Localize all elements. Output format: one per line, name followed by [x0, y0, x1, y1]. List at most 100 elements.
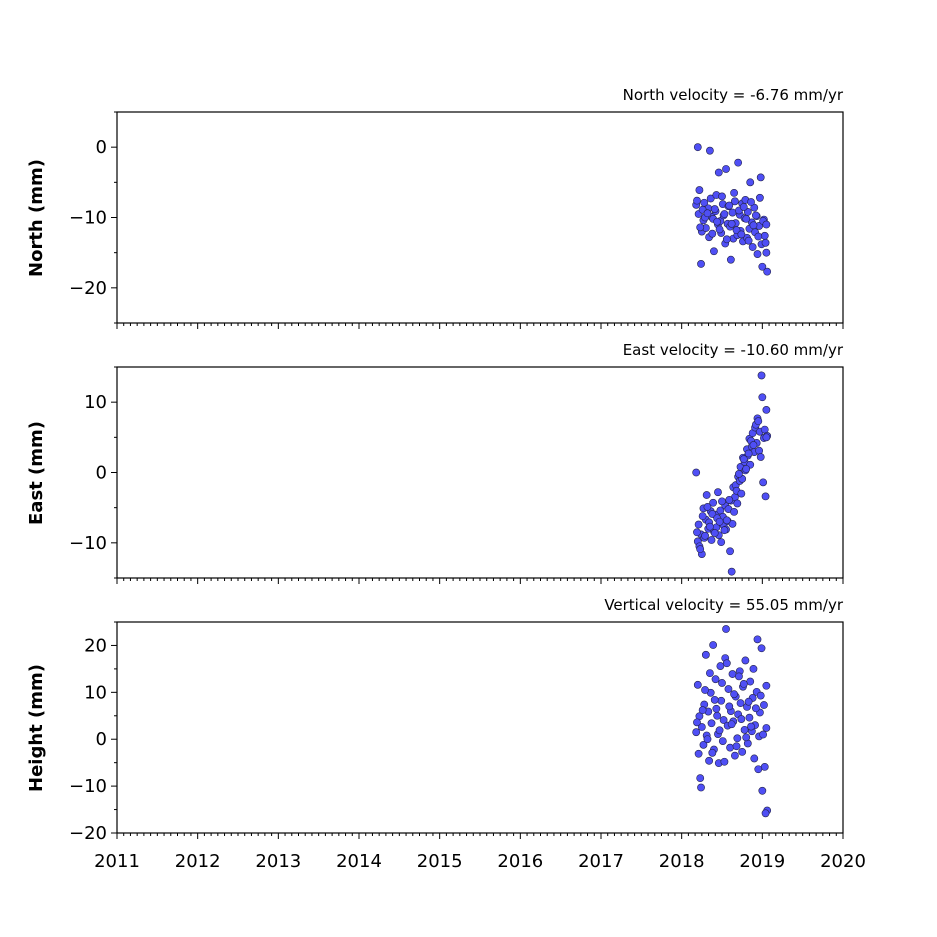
up-data-point: [736, 699, 745, 708]
up-data-point: [730, 690, 738, 699]
up-data-point: [706, 669, 714, 678]
north-data-point: [696, 223, 705, 232]
east-data-point: [722, 516, 731, 525]
x-tick-label: 2019: [739, 851, 785, 872]
east-data-point: [718, 497, 726, 506]
y-tick-label: 10: [84, 392, 107, 413]
up-data-point: [732, 742, 741, 751]
north-data-point: [695, 186, 704, 194]
north-data-point: [754, 232, 763, 241]
north-data-point: [760, 231, 769, 240]
y-tick-label: 20: [84, 635, 107, 656]
up-data-point: [738, 747, 747, 756]
up-data-point: [699, 740, 708, 749]
y-tick-label: 0: [96, 137, 107, 158]
up-data-point: [733, 734, 742, 743]
north-data-point: [761, 238, 770, 247]
east-data-point: [733, 499, 742, 508]
up-data-point: [735, 672, 743, 681]
height-x-ticks: [116, 833, 844, 839]
up-data-point: [731, 751, 739, 760]
east-data-point: [730, 507, 738, 516]
north-series: [692, 143, 772, 276]
north-data-point: [748, 243, 757, 251]
north-data-point: [710, 205, 719, 213]
north-data-point: [726, 255, 735, 264]
up-data-point: [762, 681, 771, 690]
east-y-ticks: 10 0 −10: [69, 366, 117, 579]
east-data-point: [742, 465, 751, 473]
east-data-point: [696, 545, 705, 554]
up-data-point: [713, 711, 722, 720]
east-data-point: [755, 446, 764, 455]
east-data-point: [717, 538, 726, 547]
up-data-point: [693, 680, 702, 689]
north-data-point: [731, 197, 739, 206]
up-data-point: [697, 783, 705, 792]
east-data-point: [728, 519, 737, 528]
up-data-point: [760, 762, 769, 771]
up-data-point: [749, 664, 758, 673]
height-y-ticks: 20 10 0 −10 −20: [69, 621, 117, 844]
up-data-point: [745, 713, 754, 722]
north-data-point: [722, 165, 730, 173]
up-data-point: [737, 715, 746, 723]
up-data-point: [760, 701, 768, 709]
east-panel: East velocity = -10.60 mm/yr East (mm) 1…: [26, 341, 844, 584]
up-data-point: [739, 679, 748, 688]
east-data-point: [702, 491, 711, 499]
height-series: [692, 625, 772, 818]
east-x-ticks: [116, 578, 844, 584]
up-data-point: [725, 702, 734, 711]
north-data-point: [762, 220, 771, 229]
north-data-point: [756, 193, 764, 202]
north-x-ticks: [116, 323, 844, 329]
north-data-point: [718, 192, 726, 201]
east-data-point: [725, 496, 734, 504]
up-data-point: [722, 659, 731, 668]
up-data-point: [756, 691, 765, 700]
east-data-point: [694, 520, 703, 529]
east-data-point: [762, 405, 771, 414]
north-data-point: [739, 203, 748, 211]
north-data-point: [756, 173, 765, 182]
east-y-axis-label: East (mm): [26, 421, 47, 525]
up-data-point: [757, 644, 766, 653]
north-data-point: [746, 178, 755, 187]
east-data-point: [759, 478, 768, 487]
east-data-point: [714, 488, 722, 497]
up-data-point: [693, 718, 701, 727]
north-data-point: [720, 210, 729, 218]
up-data-point: [701, 650, 710, 659]
y-tick-label: 0: [96, 729, 107, 750]
up-data-point: [724, 685, 733, 693]
up-data-point: [701, 686, 709, 694]
up-data-point: [744, 697, 753, 706]
height-panel-title: Vertical velocity = 55.05 mm/yr: [604, 596, 844, 614]
east-data-point: [735, 470, 743, 478]
up-data-point: [761, 809, 770, 818]
x-tick-label: 2017: [578, 851, 624, 872]
north-data-point: [703, 209, 712, 218]
north-data-point: [763, 267, 772, 276]
up-data-point: [726, 743, 734, 752]
height-panel: Vertical velocity = 55.05 mm/yr Height (…: [26, 596, 866, 872]
north-data-point: [722, 235, 731, 244]
up-data-point: [694, 749, 703, 758]
up-data-point: [696, 774, 705, 783]
north-data-point: [753, 250, 762, 258]
east-plot-frame: [116, 366, 844, 579]
north-data-point: [693, 143, 702, 152]
north-plot-frame: [116, 111, 844, 324]
north-data-point: [713, 217, 722, 226]
up-data-point: [722, 625, 730, 633]
x-tick-label: 2018: [659, 851, 705, 872]
north-data-point: [693, 196, 701, 205]
y-tick-label: −10: [69, 533, 107, 554]
north-data-point: [742, 215, 751, 223]
north-data-point: [714, 168, 723, 177]
north-data-point: [725, 201, 734, 210]
x-tick-label: 2014: [336, 851, 382, 872]
east-data-point: [693, 528, 701, 537]
